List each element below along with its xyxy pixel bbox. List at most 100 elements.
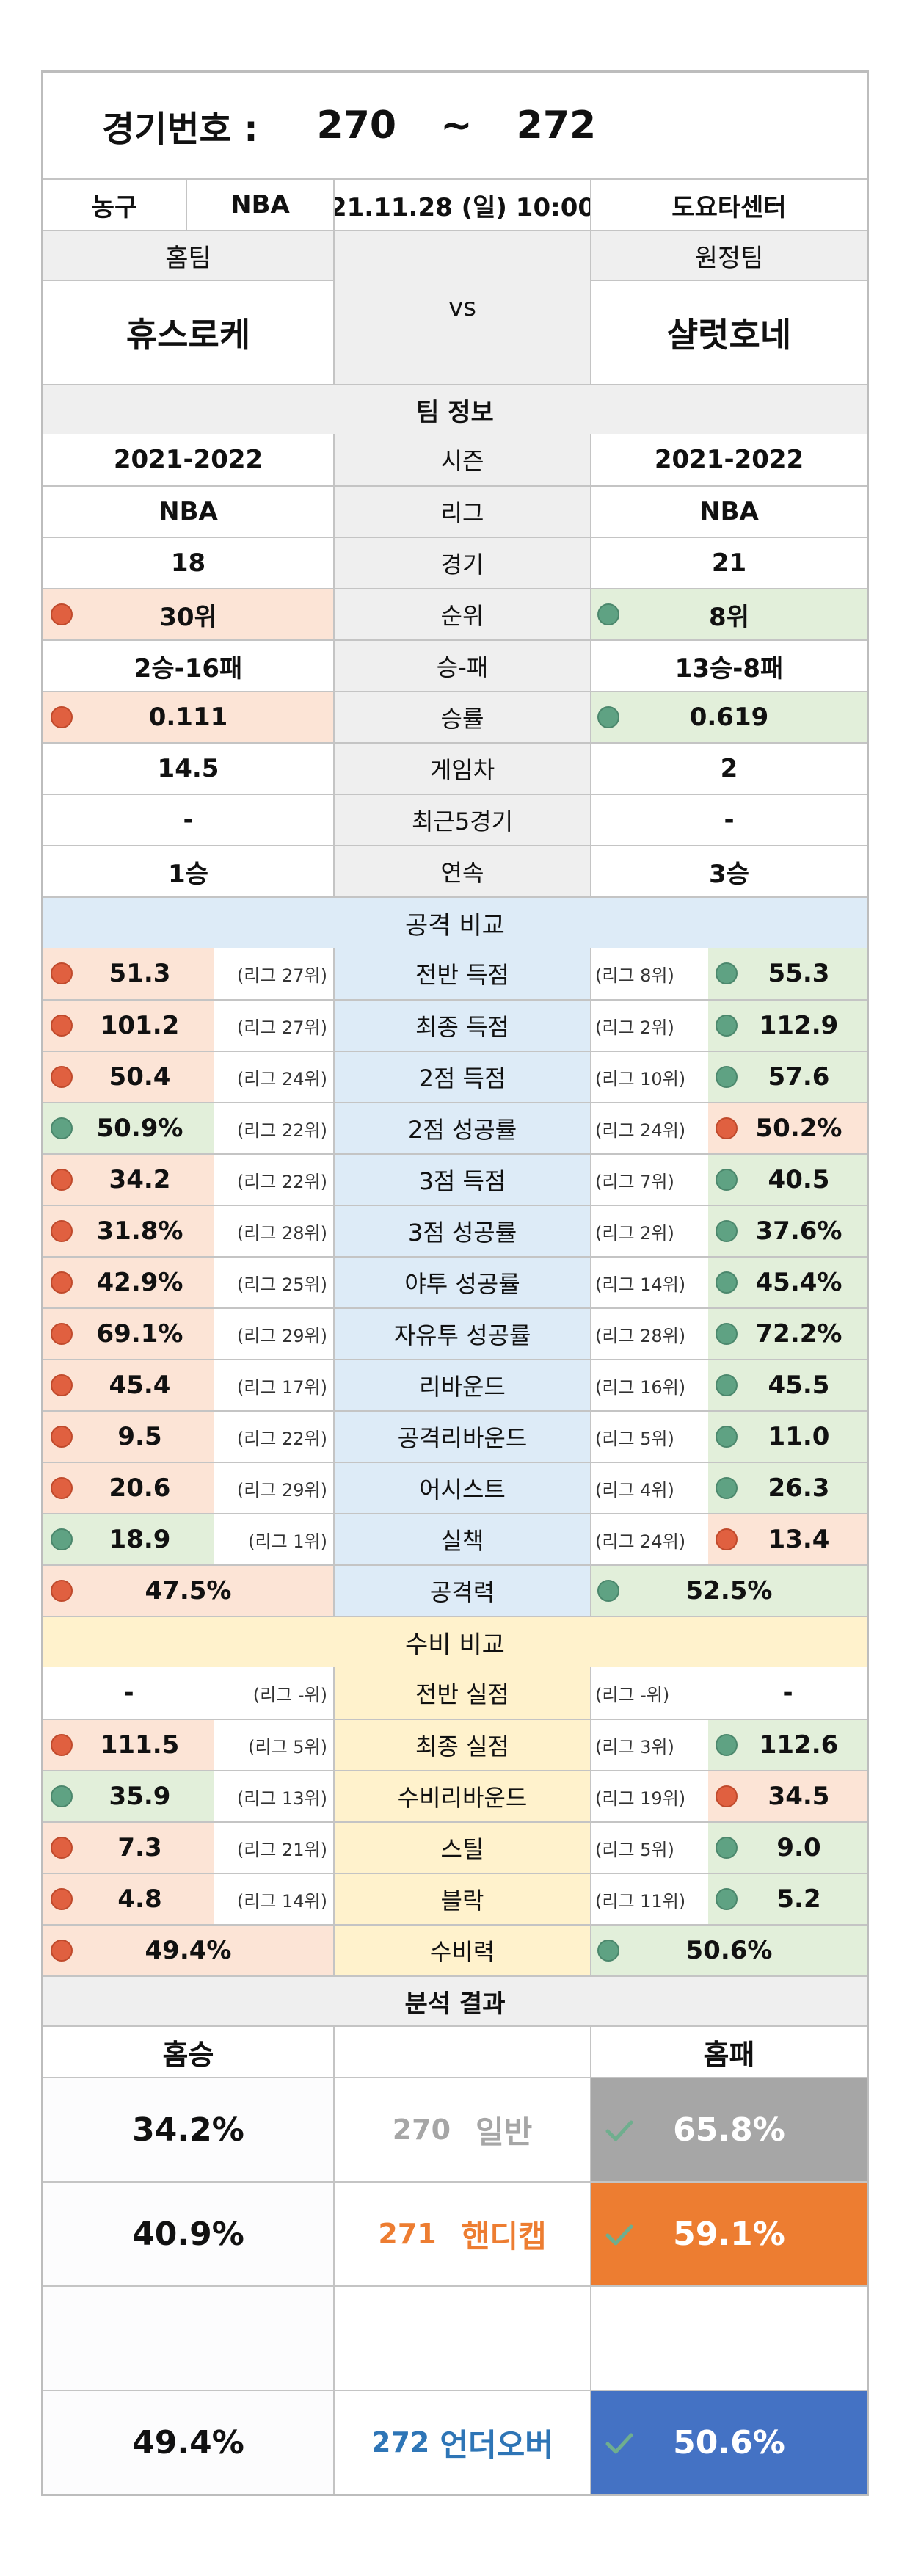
home-stat-value: 45.4 xyxy=(109,1371,171,1400)
attack-rows: 51.3 (리그 27위) 전반 득점 (리그 8위) 55.3 101.2 (리그 27위… xyxy=(43,948,867,1564)
green-dot-icon xyxy=(597,706,619,728)
defense-power-home: 49.4% xyxy=(145,1936,232,1965)
red-dot-icon xyxy=(51,1015,73,1037)
red-dot-icon xyxy=(51,1169,73,1191)
green-dot-icon xyxy=(716,1066,738,1088)
underover-name: 언더오버 xyxy=(440,2426,553,2463)
home-games-behind: 14.5 xyxy=(157,754,219,783)
away-win-rate: 0.619 xyxy=(689,703,769,732)
home-rank: 30위 xyxy=(159,602,217,632)
analysis-empty-header xyxy=(333,2027,590,2077)
team-info-row: 2승-16패 승-패 13승-8패 xyxy=(43,639,867,691)
check-icon xyxy=(605,2120,633,2141)
green-dot-icon xyxy=(716,1323,738,1345)
home-stat-value: 50.9% xyxy=(96,1114,183,1143)
home-league-rank: (리그 22위) xyxy=(214,1155,333,1205)
red-dot-icon xyxy=(51,1066,73,1088)
general-number: 270 xyxy=(392,2114,451,2146)
home-stat-value: 7.3 xyxy=(117,1833,162,1862)
red-dot-icon xyxy=(51,1271,73,1294)
home-league-rank: (리그 28위) xyxy=(214,1206,333,1256)
stat-label: 자유투 성공률 xyxy=(333,1309,590,1359)
red-dot-icon xyxy=(51,1734,73,1756)
away-league-rank: (리그 8위) xyxy=(592,948,708,999)
games-behind-label: 게임차 xyxy=(333,744,590,794)
stat-label: 블락 xyxy=(333,1874,590,1924)
analysis-title: 분석 결과 xyxy=(404,1989,506,2019)
home-league-rank: (리그 27위) xyxy=(214,1001,333,1051)
away-league-rank: (리그 -위) xyxy=(592,1667,708,1719)
team-info-row: 30위 순위 8위 xyxy=(43,588,867,639)
green-dot-icon xyxy=(716,1220,738,1242)
home-games: 18 xyxy=(170,548,206,578)
team-info-row: 0.111 승률 0.619 xyxy=(43,691,867,742)
team-info-row: 18 경기 21 xyxy=(43,537,867,588)
home-stat-value: 69.1% xyxy=(96,1319,183,1349)
away-stat-value: 112.6 xyxy=(759,1730,839,1760)
comparison-row: 50.9% (리그 22위) 2점 성공률 (리그 24위) 50.2% xyxy=(43,1102,867,1153)
away-stat-value: 9.0 xyxy=(776,1833,821,1862)
stat-label: 야투 성공률 xyxy=(333,1258,590,1307)
comparison-row: - (리그 -위) 전반 실점 (리그 -위) - xyxy=(43,1667,867,1719)
home-league-rank: (리그 17위) xyxy=(214,1360,333,1410)
away-stat-value: 34.5 xyxy=(768,1782,830,1811)
green-dot-icon xyxy=(716,1888,738,1910)
away-league-rank: (리그 14위) xyxy=(592,1258,708,1307)
green-dot-icon xyxy=(716,1374,738,1396)
home-league: NBA xyxy=(159,497,218,526)
match-number-tilde: ~ xyxy=(440,104,473,148)
match-analysis-sheet: 경기번호 : 270 ~ 272 농구 NBA 21.11.28 (일) 10:… xyxy=(41,70,869,2496)
away-stat-value: 50.2% xyxy=(755,1114,842,1143)
red-dot-icon xyxy=(51,1888,73,1910)
comparison-row: 20.6 (리그 29위) 어시스트 (리그 4위) 26.3 xyxy=(43,1462,867,1513)
away-league-rank: (리그 5위) xyxy=(592,1412,708,1462)
sport-cell: 농구 xyxy=(91,192,138,222)
green-dot-icon xyxy=(716,1426,738,1448)
home-league-rank: (리그 22위) xyxy=(214,1103,333,1153)
attack-power-home: 47.5% xyxy=(145,1576,232,1606)
away-stat-value: 5.2 xyxy=(776,1884,821,1914)
streak-label: 연속 xyxy=(333,846,590,896)
datetime-cell: 21.11.28 (일) 10:00 xyxy=(333,180,590,230)
stat-label: 전반 득점 xyxy=(333,948,590,999)
away-season: 2021-2022 xyxy=(590,434,867,485)
attack-title: 공격 비교 xyxy=(405,910,505,940)
green-dot-icon xyxy=(51,1785,73,1807)
win-rate-label: 승률 xyxy=(333,692,590,742)
away-league-rank: (리그 4위) xyxy=(592,1463,708,1513)
analysis-row-empty xyxy=(43,2285,867,2390)
venue-cell: 도요타센터 xyxy=(590,180,867,230)
green-dot-icon xyxy=(597,1940,619,1962)
team-info-title-row: 팀 정보 xyxy=(43,384,867,434)
away-league-rank: (리그 3위) xyxy=(592,1720,708,1770)
home-stat-value: 42.9% xyxy=(96,1268,183,1297)
home-record: 2승-16패 xyxy=(134,653,243,683)
home-season: 2021-2022 xyxy=(113,445,263,474)
red-dot-icon xyxy=(716,1785,738,1807)
home-streak: 1승 xyxy=(168,859,208,889)
attack-power-row: 47.5% 공격력 52.5% xyxy=(43,1564,867,1616)
away-stat-value: 45.5 xyxy=(768,1371,830,1400)
stat-label: 수비리바운드 xyxy=(333,1771,590,1821)
home-stat-value: 101.2 xyxy=(100,1011,180,1040)
stat-label: 전반 실점 xyxy=(333,1667,590,1719)
away-stat-value: 72.2% xyxy=(755,1319,842,1349)
teams-block: 홈팀 휴스로케 vs 원정팀 샬럿호네 xyxy=(43,230,867,384)
home-stat-value: 111.5 xyxy=(100,1730,180,1760)
analysis-row-handicap: 40.9% 271 핸디캡 59.1% xyxy=(43,2181,867,2285)
handicap-home-win: 40.9% xyxy=(43,2183,333,2285)
attack-title-row: 공격 비교 xyxy=(43,896,867,948)
away-record: 13승-8패 xyxy=(590,641,867,691)
defense-title: 수비 비교 xyxy=(405,1630,505,1660)
general-home-win: 34.2% xyxy=(43,2078,333,2181)
green-dot-icon xyxy=(716,1015,738,1037)
team-info-row: 1승 연속 3승 xyxy=(43,845,867,896)
red-dot-icon xyxy=(51,706,73,728)
away-last5: - xyxy=(590,795,867,845)
away-stat-value: 13.4 xyxy=(768,1525,830,1554)
underover-number: 272 xyxy=(371,2426,430,2459)
home-league-rank: (리그 24위) xyxy=(214,1052,333,1102)
analysis-row-underover: 49.4% 272 언더오버 50.6% xyxy=(43,2390,867,2494)
comparison-row: 45.4 (리그 17위) 리바운드 (리그 16위) 45.5 xyxy=(43,1359,867,1410)
vs-label: vs xyxy=(333,231,590,384)
